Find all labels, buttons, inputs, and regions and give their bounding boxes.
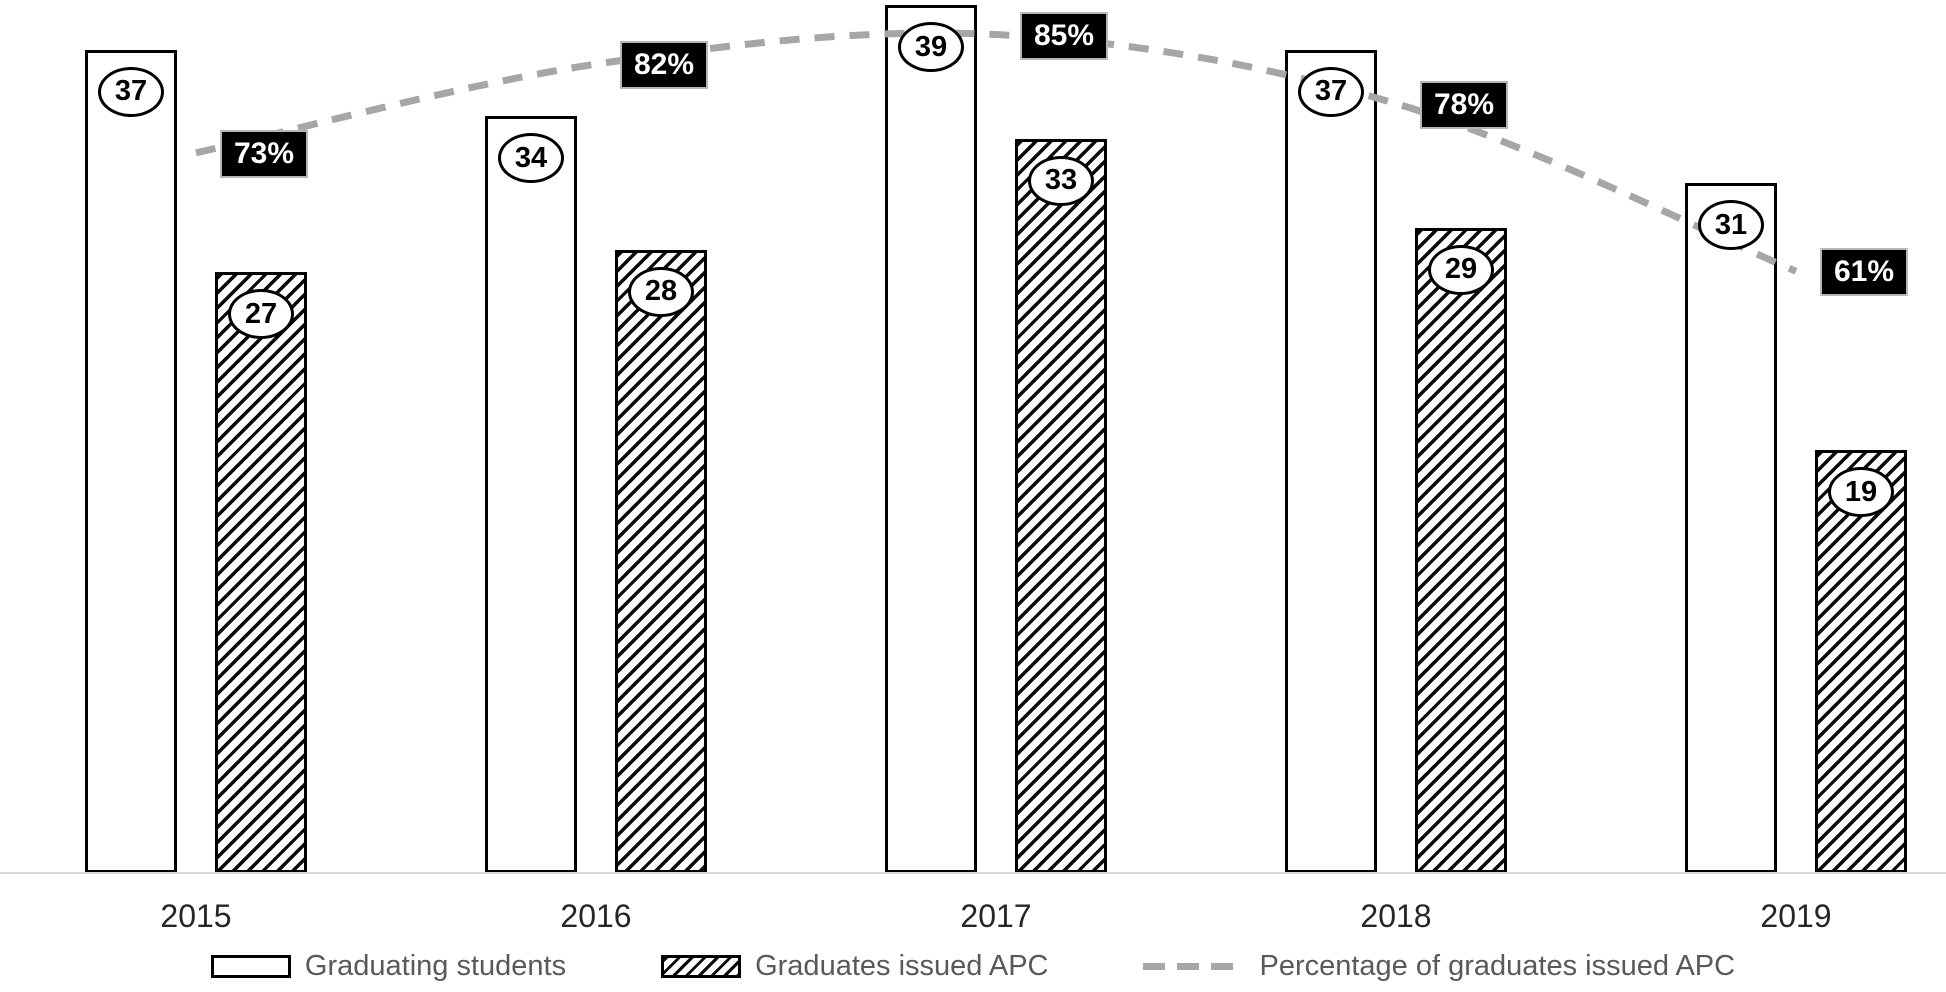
bar-graduating-students-2015: [85, 49, 177, 873]
x-axis-line: [0, 872, 1946, 874]
value-label-graduates-issued-apc-2016: 28: [628, 266, 694, 317]
legend-item-graduating-students: Graduating students: [210, 950, 567, 983]
x-tick-2019: 2019: [1760, 898, 1832, 934]
x-tick-2017: 2017: [960, 898, 1032, 934]
value-label-graduating-students-2017: 39: [898, 22, 964, 72]
value-label-graduating-students-2018: 37: [1298, 66, 1364, 117]
legend: Graduating students Graduates issued APC…: [0, 950, 1946, 983]
value-label-graduating-students-2019: 31: [1698, 200, 1764, 251]
plot-area: 37 27 34 28 39 33 37 29 31 19 73% 82% 85% 78% 61%: [0, 5, 1946, 874]
legend-label-percentage-line: Percentage of graduates issued APC: [1259, 950, 1736, 982]
percentage-line-path: [195, 29, 1798, 275]
value-label-graduating-students-2016: 34: [498, 133, 564, 184]
percent-label-2018: 78%: [1420, 80, 1509, 129]
legend-item-percentage-line: Percentage of graduates issued APC: [1143, 950, 1735, 983]
percent-label-2015: 73%: [220, 129, 309, 178]
bar-graduates-issued-apc-2017: [1015, 138, 1107, 873]
value-label-graduating-students-2015: 37: [98, 66, 164, 117]
legend-label-graduating-students: Graduating students: [304, 950, 567, 982]
x-tick-2015: 2015: [160, 898, 232, 934]
value-label-graduates-issued-apc-2015: 27: [228, 289, 294, 340]
dashed-line-swatch-icon: [1143, 963, 1246, 970]
percent-label-2017: 85%: [1020, 11, 1109, 60]
bar-graduates-issued-apc-2016: [615, 249, 707, 873]
bar-graduates-issued-apc-2015: [215, 272, 307, 873]
x-tick-2018: 2018: [1360, 898, 1432, 934]
legend-item-graduates-issued-apc: Graduates issued APC: [661, 950, 1048, 983]
hatched-bar-swatch-icon: [661, 955, 742, 978]
bar-graduating-students-2018: [1285, 49, 1377, 873]
bar-graduates-issued-apc-2019: [1815, 450, 1907, 873]
x-axis-labels: 2015 2016 2017 2018 2019: [0, 898, 1946, 944]
legend-label-graduates-issued-apc: Graduates issued APC: [755, 950, 1049, 982]
value-label-graduates-issued-apc-2017: 33: [1028, 155, 1094, 206]
bar-graduating-students-2019: [1685, 183, 1777, 873]
percent-label-2016: 82%: [620, 41, 709, 90]
bar-graduates-issued-apc-2018: [1415, 227, 1507, 873]
value-label-graduates-issued-apc-2019: 19: [1828, 467, 1894, 518]
bar-graduating-students-2016: [485, 116, 577, 873]
percent-label-2019: 61%: [1820, 248, 1909, 297]
bar-graduating-students-2017: [885, 5, 977, 873]
plain-bar-swatch-icon: [210, 955, 291, 978]
value-label-graduates-issued-apc-2018: 29: [1428, 244, 1494, 295]
x-tick-2016: 2016: [560, 898, 632, 934]
